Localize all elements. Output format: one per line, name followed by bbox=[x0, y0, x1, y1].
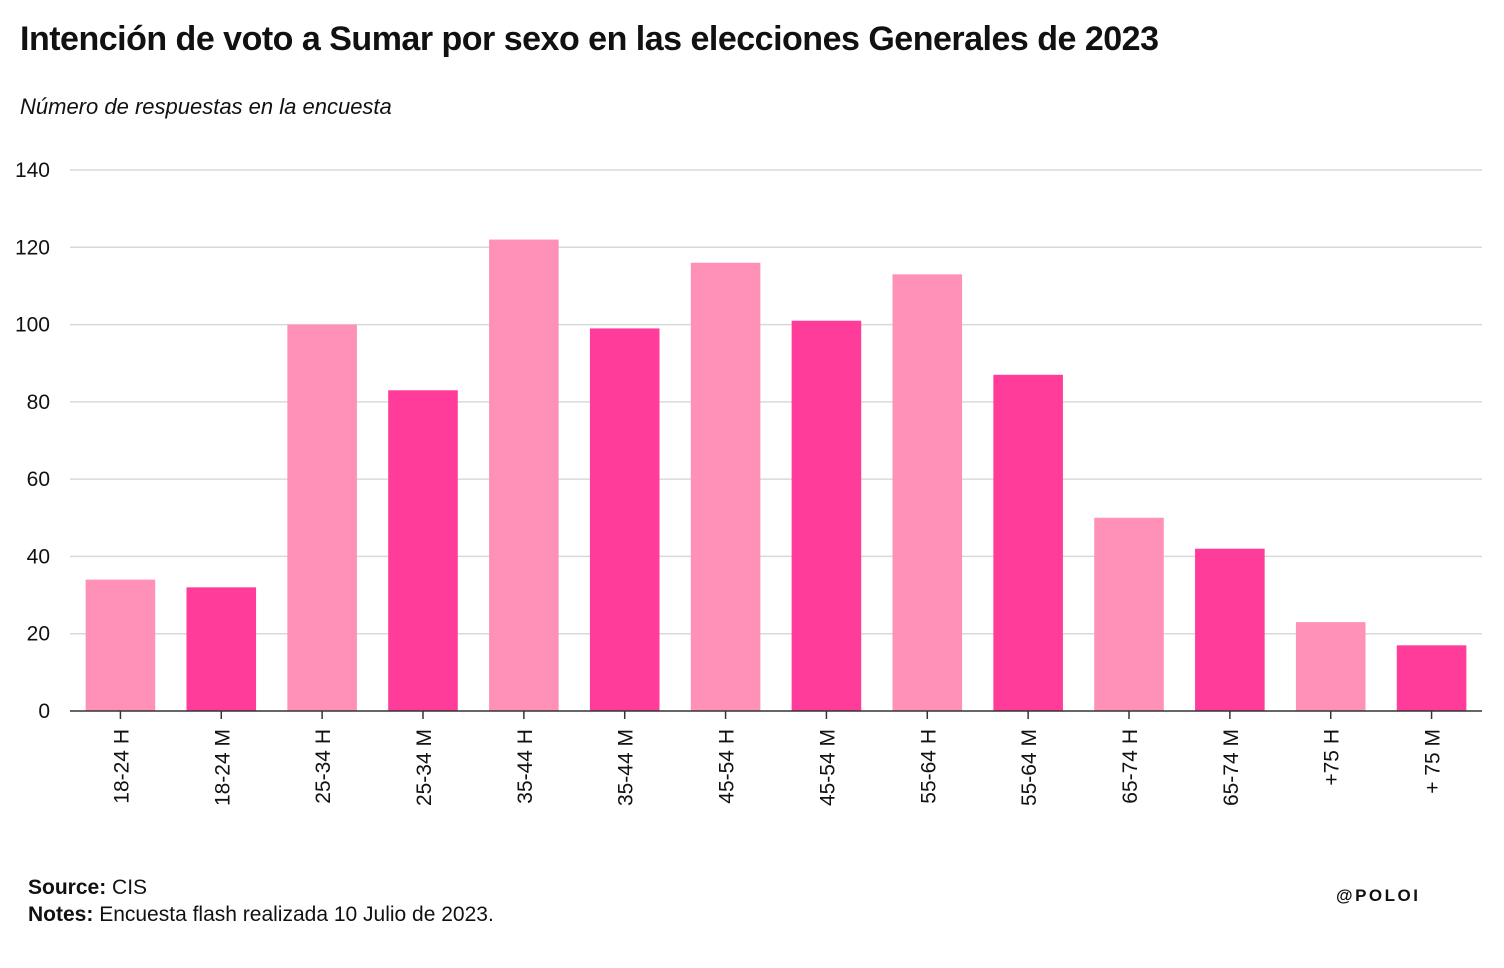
y-tick-label: 40 bbox=[27, 545, 50, 568]
bar bbox=[287, 324, 357, 711]
y-tick-label: 0 bbox=[38, 700, 50, 723]
bar bbox=[589, 328, 660, 711]
bar bbox=[993, 374, 1063, 711]
source-label: Source: bbox=[28, 876, 107, 899]
x-tick-label: 35-44 M bbox=[615, 729, 638, 806]
x-tick-label: 65-74 H bbox=[1119, 729, 1142, 804]
notes-value: Encuesta flash realizada 10 Julio de 202… bbox=[99, 903, 494, 926]
x-tick-label: 55-64 H bbox=[917, 729, 940, 804]
source-value: CIS bbox=[112, 876, 148, 899]
x-tick-label: 45-54 M bbox=[816, 729, 839, 806]
x-tick-label: 35-44 H bbox=[514, 729, 537, 804]
y-tick-label: 120 bbox=[15, 236, 50, 259]
x-tick-label: 18-24 M bbox=[211, 729, 234, 806]
notes-label: Notes: bbox=[28, 903, 94, 926]
bar bbox=[489, 239, 559, 712]
chart-footer: Source: CIS Notes: Encuesta flash realiz… bbox=[28, 874, 494, 928]
x-tick-label: 55-64 M bbox=[1018, 729, 1041, 806]
page-title: Intención de voto a Sumar por sexo en la… bbox=[20, 20, 1159, 58]
bar bbox=[85, 579, 156, 711]
y-tick-label: 140 bbox=[15, 159, 50, 182]
x-tick-label: 25-34 M bbox=[413, 729, 436, 806]
x-tick-label: 25-34 H bbox=[312, 729, 335, 804]
bar bbox=[1195, 548, 1265, 711]
bar bbox=[1094, 517, 1164, 711]
x-tick-label: 45-54 H bbox=[716, 729, 739, 804]
page-subtitle: Número de respuestas en la encuesta bbox=[20, 94, 392, 119]
bar bbox=[1295, 622, 1366, 711]
bar bbox=[186, 587, 257, 711]
bar bbox=[791, 320, 862, 711]
y-tick-label: 100 bbox=[15, 314, 50, 337]
source-line: Source: CIS bbox=[28, 874, 494, 901]
bar bbox=[690, 262, 761, 711]
y-tick-label: 20 bbox=[27, 623, 50, 646]
x-tick-label: + 75 M bbox=[1422, 729, 1445, 794]
x-tick-label: 18-24 H bbox=[110, 729, 133, 804]
y-tick-label: 60 bbox=[27, 468, 50, 491]
x-tick-label: +75 H bbox=[1321, 729, 1344, 786]
bar bbox=[388, 390, 458, 711]
brand-logo: @POLOI bbox=[1336, 886, 1421, 905]
bar bbox=[1396, 645, 1467, 711]
x-tick-label: 65-74 M bbox=[1220, 729, 1243, 806]
bar bbox=[892, 274, 963, 711]
notes-line: Notes: Encuesta flash realizada 10 Julio… bbox=[28, 901, 494, 928]
y-tick-label: 80 bbox=[27, 391, 50, 414]
